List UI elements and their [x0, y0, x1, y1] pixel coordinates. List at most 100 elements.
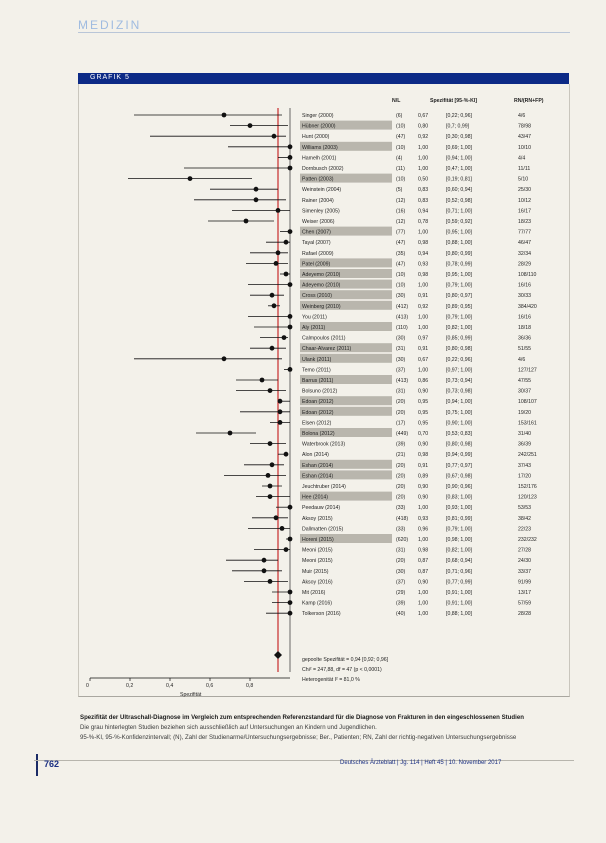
point-estimate [275, 250, 281, 256]
study-row [262, 483, 282, 489]
study-highlight [300, 173, 392, 183]
study-specificity: 1,00 [418, 230, 428, 236]
study-specificity: 0,93 [418, 516, 428, 522]
study-ci: [0,90; 0,96] [446, 484, 473, 490]
study-label: Edoan (2012) [302, 410, 334, 416]
study-counts: 16/16 [518, 314, 531, 320]
study-specificity: 1,00 [418, 505, 428, 511]
study-ci: [0,79; 1,00] [446, 526, 473, 532]
study-n: (413) [396, 314, 408, 320]
study-row [250, 250, 288, 256]
study-counts: 22/23 [518, 526, 531, 532]
study-ci: [0,93; 1,00] [446, 505, 473, 511]
study-n: (37) [396, 367, 405, 373]
study-label: Williams (2003) [302, 145, 338, 151]
study-label: Eshan (2014) [302, 463, 333, 469]
point-estimate [283, 271, 289, 277]
study-n: (31) [396, 346, 405, 352]
point-estimate [287, 165, 293, 171]
study-counts: 5/10 [518, 177, 528, 183]
point-estimate [277, 409, 283, 415]
study-ci: [0,80; 0,98] [446, 346, 473, 352]
study-label: Ulank (2011) [302, 357, 332, 363]
study-specificity: 0,98 [418, 240, 428, 246]
study-highlight [300, 120, 392, 130]
study-label: Bolona (2012) [302, 431, 335, 437]
study-row [270, 420, 290, 425]
study-counts: 108/110 [518, 272, 536, 278]
study-ci: [0,91; 1,00] [446, 590, 473, 596]
study-n: (4) [396, 155, 403, 161]
study-ci: [0,77; 0,99] [446, 579, 473, 585]
study-n: (418) [396, 516, 408, 522]
footer-rule [34, 760, 574, 761]
study-n: (16) [396, 208, 405, 214]
section-header: MEDIZIN [78, 18, 142, 32]
study-row [244, 579, 288, 584]
study-row [230, 123, 288, 128]
study-ci: [0,88; 1,00] [446, 240, 473, 246]
study-n: (10) [396, 177, 405, 183]
study-row [240, 409, 290, 415]
study-n: (20) [396, 463, 405, 469]
point-estimate [279, 526, 285, 531]
study-specificity: 0,83 [418, 198, 428, 204]
study-row [236, 377, 278, 383]
study-specificity: 1,00 [418, 314, 428, 320]
study-n: (21) [396, 452, 405, 458]
study-highlight [300, 491, 392, 501]
study-counts: 31/40 [518, 431, 531, 437]
study-n: (10) [396, 145, 405, 151]
study-row [254, 547, 290, 552]
study-ci: [0,82; 1,00] [446, 548, 473, 554]
study-ci: [0,53; 0,83] [446, 431, 473, 437]
study-counts: 36/36 [518, 336, 531, 342]
study-highlight [300, 534, 392, 543]
study-counts: 91/99 [518, 579, 531, 585]
study-row [128, 176, 252, 182]
study-n: (47) [396, 261, 405, 267]
study-row [246, 261, 288, 266]
footer-accent-bar [36, 754, 38, 776]
study-counts: 4/6 [518, 357, 525, 363]
study-counts: 51/55 [518, 346, 531, 352]
study-label: Rafael (2009) [302, 251, 334, 257]
caption-line-2: Die grau hinterlegten Studien beziehen s… [80, 724, 377, 731]
study-highlight [300, 375, 392, 384]
study-label: Chaar-Alvarez (2011) [302, 346, 351, 352]
study-ci: [0,75; 1,00] [446, 410, 473, 416]
study-ci: [0,81; 0,99] [446, 516, 473, 522]
study-label: Simenley (2005) [302, 208, 340, 214]
study-counts: 33/37 [518, 569, 531, 575]
study-highlight [300, 300, 392, 310]
study-row [150, 133, 286, 139]
point-estimate [271, 133, 277, 139]
study-row [278, 155, 293, 160]
study-n: (413) [396, 378, 408, 384]
figure-frame [78, 84, 570, 697]
study-specificity: 0,87 [418, 558, 428, 564]
study-counts: 16/17 [518, 208, 531, 214]
study-specificity: 1,00 [418, 145, 428, 151]
point-estimate [287, 314, 293, 319]
study-row [250, 292, 284, 298]
study-row [260, 335, 288, 340]
study-n: (17) [396, 420, 405, 426]
study-ci: [0,94; 1,00] [446, 155, 473, 161]
study-n: (449) [396, 431, 408, 437]
study-row [248, 526, 290, 531]
point-estimate [287, 610, 293, 616]
point-estimate [269, 462, 275, 468]
study-counts: 28/29 [518, 261, 531, 267]
point-estimate [269, 292, 275, 298]
study-n: (10) [396, 283, 405, 289]
study-specificity: 0,96 [418, 526, 428, 532]
study-specificity: 0,70 [418, 431, 428, 437]
study-ci: [0,80; 0,99] [446, 251, 473, 257]
x-axis-tick-label: 0,6 [206, 683, 213, 689]
study-specificity: 0,87 [418, 569, 428, 575]
study-ci: [0,95; 1,00] [446, 230, 473, 236]
point-estimate [267, 483, 273, 489]
